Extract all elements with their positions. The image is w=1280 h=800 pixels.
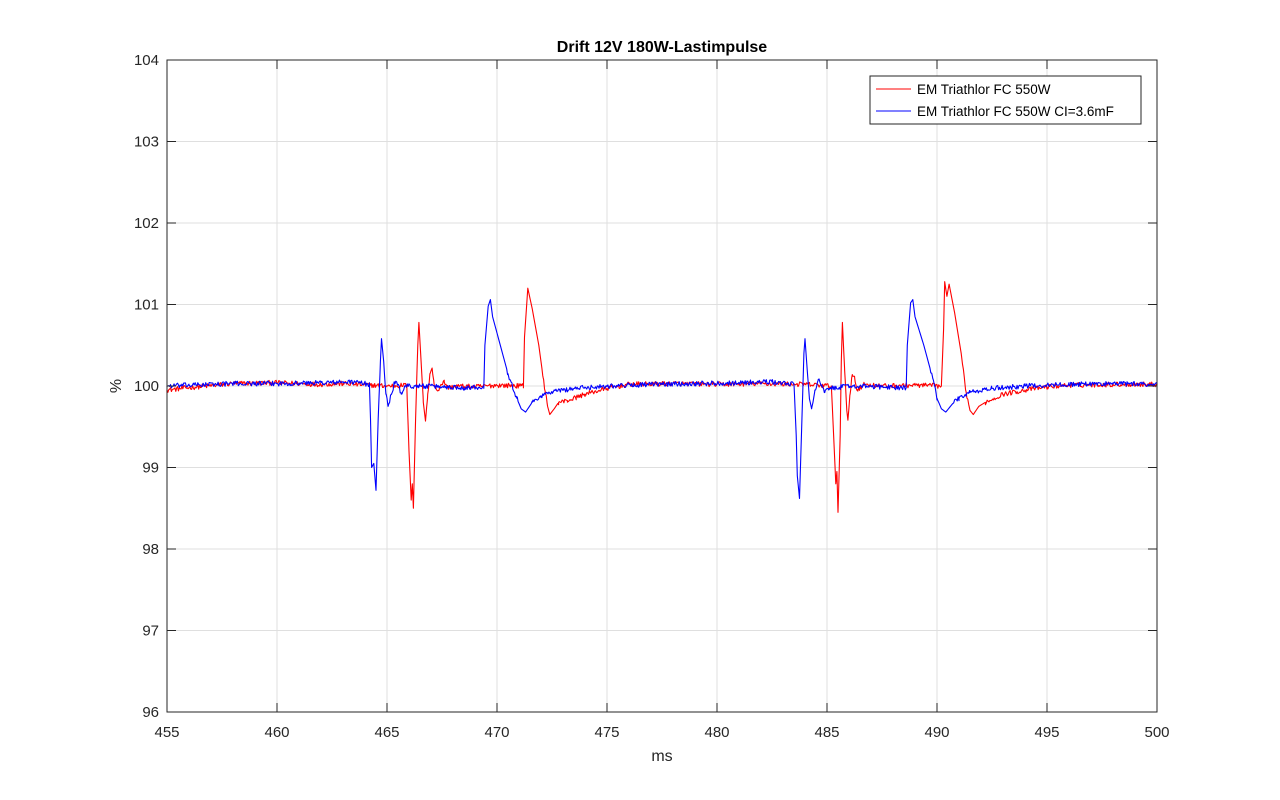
y-tick-label: 96 [142, 704, 159, 721]
y-tick-label: 100 [134, 378, 159, 395]
y-tick-label: 104 [134, 52, 159, 69]
x-tick-label: 485 [814, 724, 839, 741]
x-tick-label: 480 [704, 724, 729, 741]
x-axis-label: ms [651, 748, 672, 765]
x-tick-label: 470 [484, 724, 509, 741]
x-tick-label: 460 [264, 724, 289, 741]
legend-box [869, 75, 1142, 125]
y-tick-label: 97 [142, 623, 159, 640]
legend-label-series-1: EM Triathlor FC 550W [917, 82, 1051, 97]
y-axis-label: % [108, 379, 125, 393]
ticks: 455 460 465 470 475 480 485 490 495 500 96 97 98 99 10… [134, 52, 1170, 741]
x-tick-label: 455 [154, 724, 179, 741]
legend-label-series-2: EM Triathlor FC 550W CI=3.6mF [917, 104, 1114, 119]
x-tick-label: 500 [1144, 724, 1169, 741]
y-tick-label: 98 [142, 541, 159, 558]
y-tick-label: 99 [142, 460, 159, 477]
legend: EM Triathlor FC 550W EM Triathlor FC 550… [869, 75, 1142, 125]
y-tick-label: 103 [134, 134, 159, 151]
series-line-2 [166, 299, 1158, 500]
grid [167, 60, 1157, 712]
x-tick-label: 465 [374, 724, 399, 741]
x-tick-label: 475 [594, 724, 619, 741]
x-tick-label: 490 [924, 724, 949, 741]
series-layer [166, 281, 1158, 513]
y-tick-label: 101 [134, 297, 159, 314]
y-tick-label: 102 [134, 215, 159, 232]
x-tick-label: 495 [1034, 724, 1059, 741]
chart-title: Drift 12V 180W-Lastimpulse [557, 39, 768, 56]
